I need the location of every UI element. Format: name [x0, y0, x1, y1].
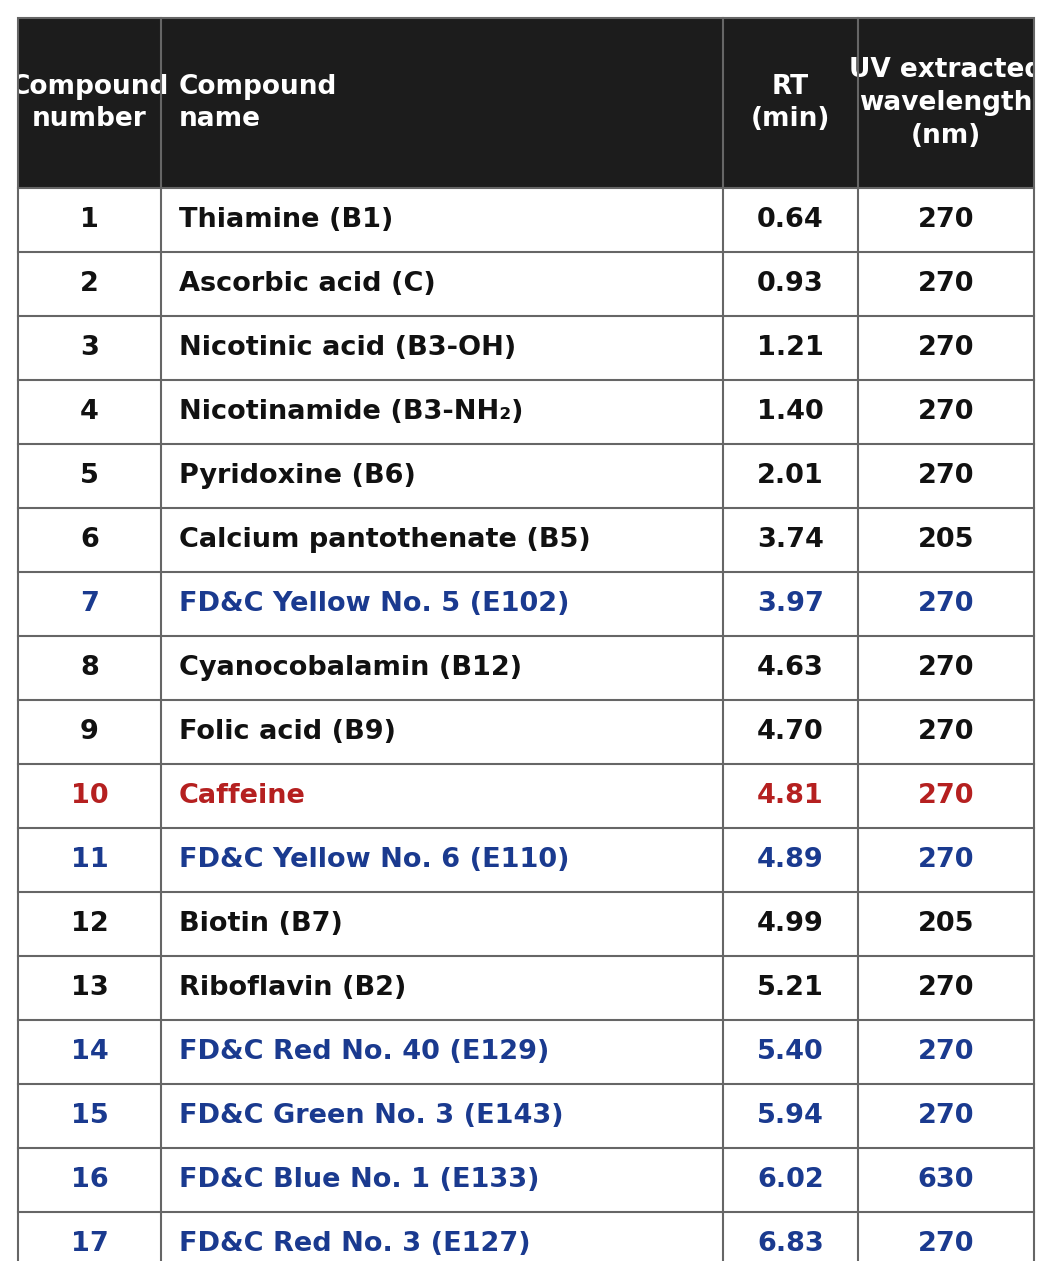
Bar [18, 1148, 1034, 1212]
Text: 4.63: 4.63 [757, 654, 824, 681]
Bar [18, 508, 1034, 572]
Text: 4: 4 [80, 398, 99, 425]
Text: 4.81: 4.81 [757, 783, 824, 810]
Text: 9: 9 [80, 719, 99, 745]
Bar [18, 572, 1034, 636]
Text: 3.74: 3.74 [757, 527, 824, 554]
Text: UV extracted
wavelength
(nm): UV extracted wavelength (nm) [849, 57, 1044, 149]
Text: 5.21: 5.21 [757, 975, 824, 1001]
Text: FD&C Red No. 40 (E129): FD&C Red No. 40 (E129) [179, 1039, 549, 1066]
Text: Caffeine: Caffeine [179, 783, 306, 810]
Text: 1.40: 1.40 [757, 398, 824, 425]
Text: 270: 270 [917, 975, 974, 1001]
Text: 6.83: 6.83 [757, 1231, 824, 1257]
Text: 13: 13 [70, 975, 108, 1001]
Text: 4.70: 4.70 [757, 719, 824, 745]
Text: FD&C Yellow No. 6 (E110): FD&C Yellow No. 6 (E110) [179, 847, 569, 873]
Bar [18, 444, 1034, 508]
Text: FD&C Yellow No. 5 (E102): FD&C Yellow No. 5 (E102) [179, 591, 569, 617]
Text: FD&C Green No. 3 (E143): FD&C Green No. 3 (E143) [179, 1103, 564, 1129]
Bar [18, 700, 1034, 764]
Text: 270: 270 [917, 719, 974, 745]
Text: 630: 630 [917, 1166, 974, 1193]
Text: 3.97: 3.97 [757, 591, 824, 617]
Bar [18, 317, 1034, 380]
Text: 270: 270 [917, 1039, 974, 1066]
Text: 14: 14 [70, 1039, 108, 1066]
Text: Riboflavin (B2): Riboflavin (B2) [179, 975, 406, 1001]
Text: 4.99: 4.99 [757, 910, 824, 937]
Text: 4.89: 4.89 [757, 847, 824, 873]
Text: 1.21: 1.21 [757, 335, 824, 361]
Bar [18, 892, 1034, 956]
Bar [18, 252, 1034, 317]
Text: 0.64: 0.64 [757, 207, 824, 233]
Bar [18, 1020, 1034, 1084]
Text: 205: 205 [917, 910, 974, 937]
Text: 270: 270 [917, 207, 974, 233]
Text: Cyanocobalamin (B12): Cyanocobalamin (B12) [179, 654, 522, 681]
Bar [18, 18, 1034, 188]
Bar [18, 828, 1034, 892]
Text: 5: 5 [80, 463, 99, 489]
Text: 16: 16 [70, 1166, 108, 1193]
Bar [18, 956, 1034, 1020]
Text: 270: 270 [917, 847, 974, 873]
Text: 270: 270 [917, 783, 974, 810]
Text: 205: 205 [917, 527, 974, 554]
Text: 0.93: 0.93 [757, 271, 824, 298]
Text: 270: 270 [917, 654, 974, 681]
Text: Ascorbic acid (C): Ascorbic acid (C) [179, 271, 436, 298]
Text: 17: 17 [70, 1231, 108, 1257]
Text: 11: 11 [70, 847, 108, 873]
Bar [18, 1212, 1034, 1261]
Text: Calcium pantothenate (B5): Calcium pantothenate (B5) [179, 527, 590, 554]
Bar [18, 636, 1034, 700]
Text: 270: 270 [917, 1103, 974, 1129]
Text: 2.01: 2.01 [757, 463, 824, 489]
Text: 8: 8 [80, 654, 99, 681]
Text: FD&C Red No. 3 (E127): FD&C Red No. 3 (E127) [179, 1231, 530, 1257]
Text: Nicotinic acid (B3-OH): Nicotinic acid (B3-OH) [179, 335, 517, 361]
Text: 10: 10 [70, 783, 108, 810]
Text: RT
(min): RT (min) [751, 73, 830, 132]
Text: Folic acid (B9): Folic acid (B9) [179, 719, 396, 745]
Text: 270: 270 [917, 1231, 974, 1257]
Text: 2: 2 [80, 271, 99, 298]
Text: Compound
number: Compound number [11, 73, 168, 132]
Text: 15: 15 [70, 1103, 108, 1129]
Text: 6.02: 6.02 [757, 1166, 824, 1193]
Text: 270: 270 [917, 398, 974, 425]
Text: FD&C Blue No. 1 (E133): FD&C Blue No. 1 (E133) [179, 1166, 540, 1193]
Text: 6: 6 [80, 527, 99, 554]
Bar [18, 188, 1034, 252]
Text: Thiamine (B1): Thiamine (B1) [179, 207, 393, 233]
Text: 12: 12 [70, 910, 108, 937]
Text: 270: 270 [917, 591, 974, 617]
Text: 3: 3 [80, 335, 99, 361]
Text: Compound
name: Compound name [179, 73, 338, 132]
Text: 7: 7 [80, 591, 99, 617]
Bar [18, 380, 1034, 444]
Text: 270: 270 [917, 463, 974, 489]
Text: Nicotinamide (B3-NH₂): Nicotinamide (B3-NH₂) [179, 398, 524, 425]
Text: 5.40: 5.40 [757, 1039, 824, 1066]
Bar [18, 1084, 1034, 1148]
Text: 270: 270 [917, 335, 974, 361]
Text: 1: 1 [80, 207, 99, 233]
Text: Pyridoxine (B6): Pyridoxine (B6) [179, 463, 416, 489]
Bar [18, 764, 1034, 828]
Text: 270: 270 [917, 271, 974, 298]
Text: Biotin (B7): Biotin (B7) [179, 910, 343, 937]
Text: 5.94: 5.94 [757, 1103, 824, 1129]
